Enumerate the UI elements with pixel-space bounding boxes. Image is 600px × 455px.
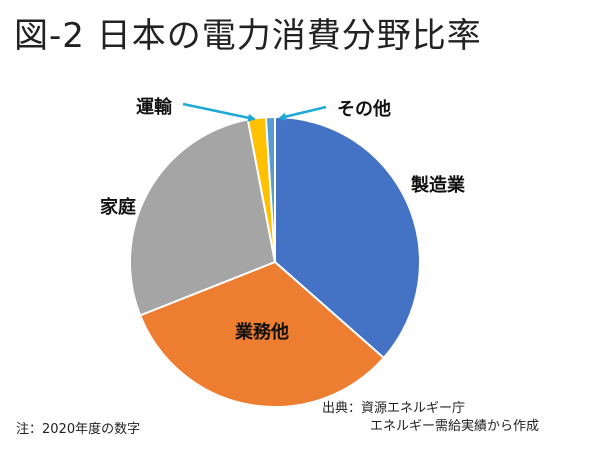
label-transport: 運輸 — [136, 96, 173, 118]
source-note: 出典：資源エネルギー庁 エネルギー需給実績から作成 — [322, 400, 539, 436]
source-line-2: エネルギー需給実績から作成 — [370, 419, 540, 434]
label-other: その他 — [337, 98, 391, 120]
chart-title: 図-2 日本の電力消費分野比率 — [14, 16, 482, 56]
source-line-1: 出典：資源エネルギー庁 — [322, 401, 466, 416]
slice-household — [129, 118, 277, 317]
leader-arrow-transport — [182, 102, 256, 122]
slice-other — [264, 115, 276, 263]
label-business: 業務他 — [234, 321, 289, 343]
footnote: 注：2020年度の数字 — [16, 422, 141, 437]
label-household: 家庭 — [100, 196, 136, 218]
slice-manufacturing — [274, 115, 421, 360]
slice-business — [138, 260, 386, 408]
leader-arrow-other — [278, 105, 327, 121]
label-manufacturing: 製造業 — [410, 174, 466, 196]
